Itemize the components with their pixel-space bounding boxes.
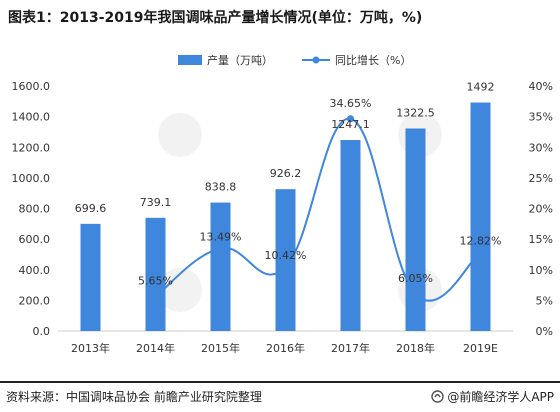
footer-divider bbox=[0, 381, 560, 383]
bar bbox=[340, 140, 361, 331]
x-tick-label: 2015年 bbox=[201, 341, 240, 355]
line-value-label: 5.65% bbox=[138, 274, 173, 287]
y-left-tick-label: 0.0 bbox=[33, 325, 51, 338]
y-left-tick-label: 200.0 bbox=[19, 294, 51, 307]
chart-area: 产量（万吨） 同比增长（%） 0.0 200.0 400.0 600.0 800.0 100… bbox=[12, 53, 554, 355]
bar-value-label: 739.1 bbox=[140, 196, 172, 209]
axes: 0.0 200.0 400.0 600.0 800.0 1000.0 1200.0 1400.… bbox=[12, 80, 554, 355]
y-right-tick-label: 0% bbox=[536, 325, 553, 338]
y-right-tick-label: 10% bbox=[529, 264, 553, 277]
x-tick-label: 2018年 bbox=[396, 341, 435, 355]
bar bbox=[80, 223, 101, 331]
watermark-mark-0 bbox=[158, 113, 202, 157]
bar-value-label: 926.2 bbox=[270, 167, 302, 180]
bar bbox=[405, 128, 426, 331]
brand-credit: @前瞻经济学人APP bbox=[431, 388, 554, 405]
bar bbox=[145, 217, 166, 331]
bar-value-label: 838.8 bbox=[205, 181, 237, 194]
x-tick-label: 2014年 bbox=[136, 341, 175, 355]
data-labels: 699.6 739.1 838.8 926.2 1247.1 1322.5 1492 5.65… bbox=[75, 81, 502, 288]
bar bbox=[210, 202, 231, 331]
legend-bar-swatch bbox=[178, 55, 202, 65]
y-left-tick-label: 800.0 bbox=[19, 203, 51, 216]
y-left-tick-label: 1600.0 bbox=[12, 80, 51, 93]
bar-value-label: 699.6 bbox=[75, 202, 107, 215]
y-right-tick-label: 20% bbox=[529, 203, 553, 216]
watermark-mark-2 bbox=[158, 268, 202, 312]
y-right-tick-label: 30% bbox=[529, 141, 553, 154]
brand-text: @前瞻经济学人APP bbox=[447, 390, 554, 404]
line-series bbox=[154, 115, 482, 302]
line-point bbox=[347, 115, 354, 123]
y-left-tick-label: 600.0 bbox=[19, 233, 51, 246]
bar-series bbox=[80, 102, 491, 331]
bar bbox=[275, 189, 296, 331]
chart-title: 图表1：2013-2019年我国调味品产量增长情况(单位：万吨，%) bbox=[8, 10, 423, 26]
y-right-tick-label: 15% bbox=[529, 233, 553, 246]
legend-line-label: 同比增长（%） bbox=[335, 53, 411, 67]
growth-line bbox=[154, 117, 482, 302]
line-value-label: 13.49% bbox=[200, 230, 242, 243]
y-right-tick-label: 5% bbox=[536, 294, 553, 307]
x-tick-label: 2016年 bbox=[266, 341, 305, 355]
y-right-tick-label: 35% bbox=[529, 111, 553, 124]
line-value-label: 12.82% bbox=[460, 234, 502, 247]
bar-value-label: 1247.1 bbox=[331, 118, 370, 131]
x-tick-label: 2019E bbox=[463, 342, 498, 355]
y-right-tick-label: 40% bbox=[529, 80, 553, 93]
y-left-tick-label: 1400.0 bbox=[12, 111, 51, 124]
x-tick-label: 2013年 bbox=[71, 341, 110, 355]
bar-value-label: 1492 bbox=[467, 81, 495, 94]
bar bbox=[470, 102, 491, 331]
y-right-tick-label: 25% bbox=[529, 172, 553, 185]
line-value-label: 6.05% bbox=[398, 272, 433, 285]
x-tick-label: 2017年 bbox=[331, 341, 370, 355]
legend-bar-label: 产量（万吨） bbox=[207, 53, 273, 67]
line-value-label: 34.65% bbox=[330, 97, 372, 110]
line-value-label: 10.42% bbox=[265, 249, 307, 262]
legend: 产量（万吨） 同比增长（%） bbox=[178, 53, 411, 67]
source-note: 资料来源：中国调味品协会 前瞻产业研究院整理 bbox=[6, 390, 262, 404]
legend-line-marker bbox=[312, 56, 320, 64]
brand-logo-icon bbox=[431, 390, 445, 403]
y-left-tick-label: 400.0 bbox=[19, 264, 51, 277]
y-left-tick-label: 1000.0 bbox=[12, 172, 51, 185]
bar-value-label: 1322.5 bbox=[396, 106, 435, 119]
y-left-tick-label: 1200.0 bbox=[12, 141, 51, 154]
